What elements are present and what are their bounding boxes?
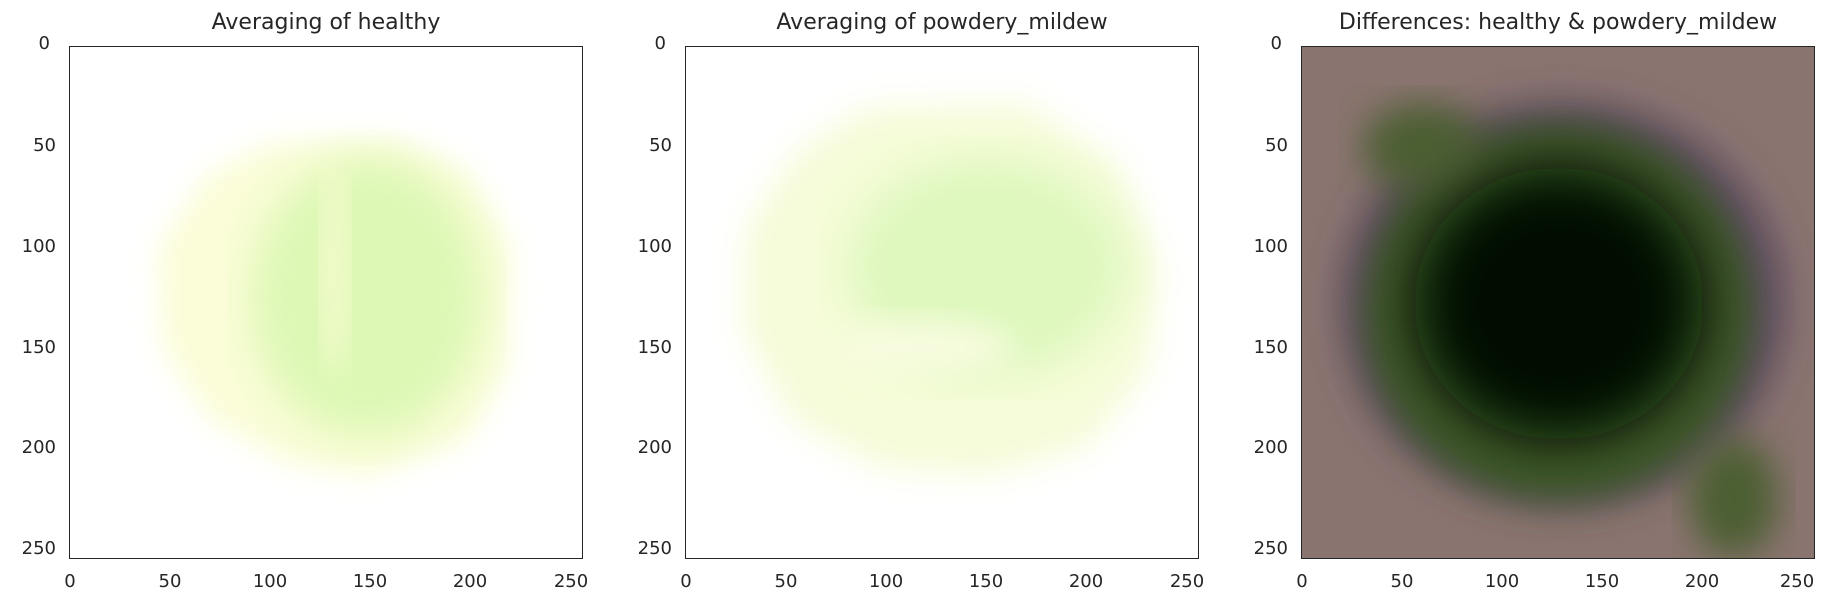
leaf-pale-streak bbox=[832, 319, 1014, 376]
x-tick-label: 200 bbox=[1068, 571, 1104, 592]
y-tick-label: 200 bbox=[637, 437, 672, 458]
chart-title: Differences: healthy & powdery_mildew bbox=[1338, 10, 1778, 35]
x-tick-label: 0 bbox=[680, 571, 692, 592]
chart-panel-healthy: Averaging of healthy 0 50 100 150 200 25… bbox=[0, 0, 620, 608]
ring-green-upper-left bbox=[1362, 103, 1483, 192]
y-tick-label: 100 bbox=[637, 236, 672, 257]
image-axes bbox=[69, 46, 583, 559]
y-tick-label: 250 bbox=[21, 538, 56, 559]
y-tick-label: 200 bbox=[21, 437, 56, 458]
x-tick-label: 100 bbox=[1484, 571, 1520, 592]
y-tick-label: 150 bbox=[1253, 337, 1288, 358]
y-tick-label: 0 bbox=[38, 33, 50, 54]
y-tick-label: 50 bbox=[1265, 135, 1288, 156]
y-tick-label: 100 bbox=[1253, 236, 1288, 257]
heatmap-image bbox=[1302, 47, 1814, 558]
image-axes bbox=[1301, 46, 1815, 559]
x-tick-label: 250 bbox=[1169, 571, 1205, 592]
x-tick-label: 200 bbox=[1684, 571, 1720, 592]
chart-title: Averaging of healthy bbox=[211, 10, 441, 35]
leaf-midrib bbox=[322, 157, 348, 378]
y-tick-label: 150 bbox=[637, 337, 672, 358]
dark-center-region bbox=[1414, 167, 1704, 440]
chart-title: Averaging of powdery_mildew bbox=[776, 10, 1108, 35]
ring-green-lower-right bbox=[1689, 437, 1778, 558]
x-tick-label: 50 bbox=[158, 571, 182, 592]
x-tick-label: 200 bbox=[452, 571, 488, 592]
y-tick-label: 50 bbox=[649, 135, 672, 156]
y-tick-label: 50 bbox=[33, 135, 56, 156]
y-tick-label: 250 bbox=[1253, 538, 1288, 559]
x-tick-label: 250 bbox=[553, 571, 589, 592]
x-tick-label: 100 bbox=[252, 571, 288, 592]
x-tick-label: 250 bbox=[1779, 571, 1815, 592]
x-tick-label: 150 bbox=[968, 571, 1004, 592]
y-tick-label: 200 bbox=[1253, 437, 1288, 458]
heatmap-image bbox=[70, 47, 582, 558]
x-tick-label: 150 bbox=[352, 571, 388, 592]
chart-panel-powdery-mildew: Averaging of powdery_mildew 0 50 100 150… bbox=[616, 0, 1226, 608]
y-tick-label: 100 bbox=[21, 236, 56, 257]
x-tick-label: 50 bbox=[774, 571, 798, 592]
leaf-inner-region bbox=[250, 157, 484, 438]
x-tick-label: 50 bbox=[1390, 571, 1414, 592]
x-tick-label: 0 bbox=[1296, 571, 1308, 592]
x-tick-label: 150 bbox=[1584, 571, 1620, 592]
x-tick-label: 100 bbox=[868, 571, 904, 592]
image-axes bbox=[685, 46, 1199, 559]
y-tick-label: 150 bbox=[21, 337, 56, 358]
y-tick-label: 250 bbox=[637, 538, 672, 559]
y-tick-label: 0 bbox=[654, 33, 666, 54]
x-tick-label: 0 bbox=[64, 571, 76, 592]
heatmap-image bbox=[686, 47, 1198, 558]
chart-panel-differences: Differences: healthy & powdery_mildew 0 … bbox=[1232, 0, 1836, 608]
y-tick-label: 0 bbox=[1270, 33, 1282, 54]
